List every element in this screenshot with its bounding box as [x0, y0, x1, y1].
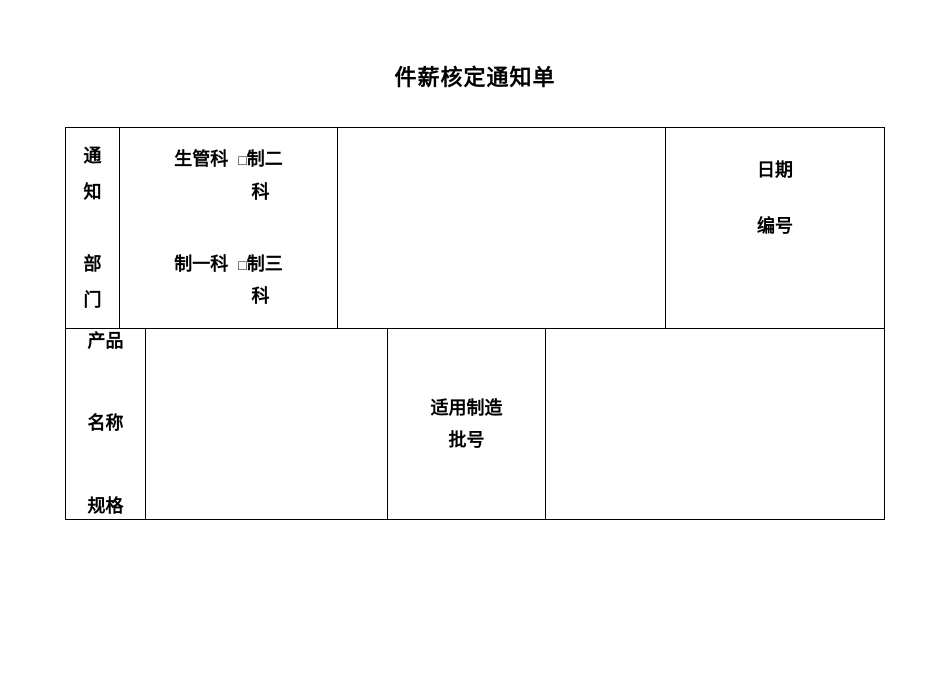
- dept-option: 制一科: [174, 248, 228, 280]
- dept-row: 制一科 □制三科: [174, 248, 282, 313]
- label-line: 产品: [88, 331, 124, 351]
- dept-label: 制二: [247, 149, 283, 169]
- dept-option: □制二科: [238, 143, 282, 208]
- date-number-cell: 日期 编号: [666, 128, 884, 328]
- dept-label: 制一科: [174, 254, 228, 274]
- date-label: 日期: [757, 156, 793, 182]
- number-label: 编号: [757, 212, 793, 238]
- dept-grid: 生管科 □制二科 制一科 □制三科: [174, 143, 282, 313]
- label-line: 名称: [88, 413, 124, 433]
- dept-label: 生管科: [174, 149, 228, 169]
- label-char: 知: [84, 182, 102, 202]
- dept-row: 生管科 □制二科: [174, 143, 282, 208]
- product-label-text: 产品 名称 规格: [88, 321, 124, 528]
- label-char: 通: [84, 146, 102, 166]
- batch-value-cell: [546, 329, 884, 519]
- dept-label: 科: [252, 286, 270, 306]
- dept-option: □制三科: [238, 248, 282, 313]
- checkbox-icon: □: [238, 253, 246, 278]
- row1-wrapper: 通 知 部 门 生管科 □制二科 制一科 □制三科: [65, 127, 885, 328]
- dept-label: 制三: [247, 254, 283, 274]
- row2-wrapper: 产品 名称 规格 适用制造 批号: [65, 328, 885, 520]
- product-label-cell: 产品 名称 规格: [66, 329, 146, 519]
- dept-label: 科: [252, 182, 270, 202]
- notify-dept-label-cell: 通 知 部 门: [66, 128, 120, 328]
- dept-option: 生管科: [174, 143, 228, 175]
- label-line: 批号: [449, 430, 485, 450]
- notify-dept-text: 通 知 部 门: [84, 138, 102, 318]
- date-number-inner: 日期 编号: [757, 156, 793, 238]
- dept-options-cell: 生管科 □制二科 制一科 □制三科: [120, 128, 338, 328]
- label-line: 规格: [88, 496, 124, 516]
- label-line: 适用制造: [431, 398, 503, 418]
- checkbox-icon: □: [238, 148, 246, 173]
- product-value-cell: [146, 329, 388, 519]
- form-title-2: 件薪核定通知单: [65, 60, 885, 92]
- label-char: 门: [84, 290, 102, 310]
- batch-label-cell: 适用制造 批号: [388, 329, 546, 519]
- label-char: 部: [84, 254, 102, 274]
- batch-label-text: 适用制造 批号: [431, 392, 503, 457]
- empty-cell: [338, 128, 666, 328]
